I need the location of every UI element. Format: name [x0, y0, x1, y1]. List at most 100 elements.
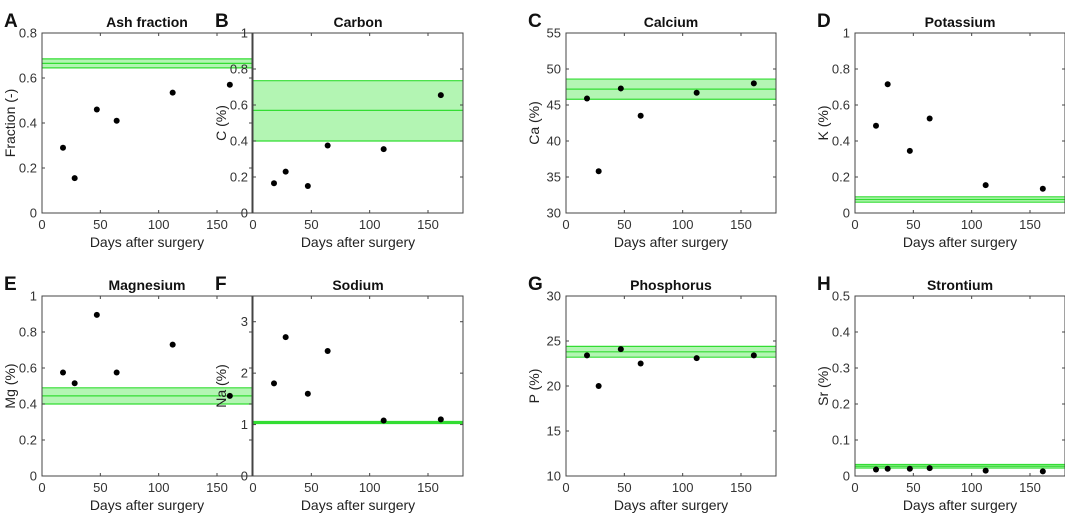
y-tick-label: 0: [30, 206, 37, 221]
y-tick-label: 15: [547, 424, 561, 439]
y-tick-label: 0.4: [832, 134, 850, 149]
x-tick-label: 150: [730, 217, 752, 232]
y-tick-label: 0.4: [19, 116, 37, 131]
x-tick-label: 150: [206, 217, 228, 232]
y-tick-label: 0: [241, 206, 248, 221]
y-tick-label: 0.1: [832, 433, 850, 448]
data-point: [617, 346, 624, 353]
x-tick-label: 150: [417, 217, 439, 232]
data-point: [169, 89, 176, 96]
x-tick-label: 50: [906, 480, 920, 495]
data-point: [637, 112, 644, 119]
y-tick-label: 0.2: [19, 161, 37, 176]
x-tick-label: 150: [417, 480, 439, 495]
chart-title: Potassium: [925, 14, 996, 30]
data-point: [873, 122, 879, 129]
data-point: [304, 390, 311, 397]
y-tick-label: 0.5: [832, 289, 850, 304]
y-axis-label: Na (%): [213, 364, 229, 408]
data-point: [884, 81, 891, 88]
y-tick-label: 0.6: [230, 98, 248, 113]
axes-box: [252, 295, 464, 477]
chart-title: Phosphorus: [630, 277, 712, 293]
y-tick-label: 0.3: [832, 361, 850, 376]
plot-area: [42, 296, 252, 476]
y-tick-label: 0.8: [19, 325, 37, 340]
data-point: [1039, 185, 1046, 192]
reference-band-group: [253, 420, 463, 425]
panel-b: 0 50 100 150 0 0.2 0.4 0.6 0.8 1 Carbon B Days after…: [213, 11, 464, 250]
axes-box: [854, 295, 1065, 477]
y-tick-label: 0: [843, 206, 850, 221]
y-tick-label: 0: [30, 469, 37, 484]
panel-c: 0 50 100 150 30 35 40 45 50 55 Calcium C Days after …: [526, 11, 777, 250]
x-tick-label: 0: [851, 217, 858, 232]
axes-box: [252, 32, 464, 214]
data-point: [637, 360, 644, 367]
x-axis-label: Days after surgery: [90, 234, 204, 250]
y-tick-label: 25: [547, 334, 561, 349]
data-point: [169, 341, 176, 348]
y-tick-label: 20: [547, 379, 561, 394]
x-tick-label: 100: [672, 480, 694, 495]
plot-area: [566, 33, 776, 213]
x-tick-label: 100: [148, 217, 170, 232]
chart-title: Calcium: [644, 14, 698, 30]
y-tick-label: 0: [843, 469, 850, 484]
x-tick-label: 50: [617, 217, 631, 232]
reference-band-group: [42, 387, 252, 405]
y-tick-label: 0.2: [832, 397, 850, 412]
panel-letter: C: [528, 11, 542, 32]
x-axis-label: Days after surgery: [903, 497, 1017, 513]
x-tick-label: 0: [38, 480, 45, 495]
y-tick-label: 40: [547, 134, 561, 149]
data-point: [324, 142, 331, 149]
y-tick-label: 3: [241, 314, 248, 329]
x-tick-label: 100: [672, 217, 694, 232]
data-point: [93, 311, 100, 318]
x-tick-label: 50: [304, 217, 318, 232]
data-point: [982, 467, 989, 474]
y-tick-label: 0.2: [230, 170, 248, 185]
x-tick-label: 150: [206, 480, 228, 495]
y-axis-label: P (%): [526, 369, 542, 404]
data-point: [750, 80, 757, 87]
data-point: [693, 89, 700, 96]
data-point: [324, 348, 331, 355]
data-point: [584, 352, 590, 359]
x-axis-label: Days after surgery: [903, 234, 1017, 250]
reference-band-group: [42, 58, 252, 69]
x-tick-label: 100: [359, 480, 381, 495]
x-tick-label: 100: [961, 217, 983, 232]
panel-letter: F: [215, 274, 227, 295]
data-point: [304, 183, 311, 189]
x-axis-label: Days after surgery: [614, 497, 728, 513]
x-tick-label: 0: [249, 217, 256, 232]
data-point: [693, 355, 700, 362]
data-point: [282, 334, 289, 341]
y-axis-label: Sr (%): [815, 366, 831, 406]
x-tick-label: 50: [906, 217, 920, 232]
data-point: [60, 369, 66, 376]
data-point: [906, 147, 913, 154]
y-tick-label: 10: [547, 469, 561, 484]
data-point: [282, 168, 289, 175]
data-point: [884, 465, 891, 472]
y-tick-label: 0.8: [19, 26, 37, 41]
data-point: [271, 380, 277, 387]
y-tick-label: 0.4: [832, 325, 850, 340]
y-tick-label: 50: [547, 62, 561, 77]
data-point: [93, 106, 100, 113]
y-tick-label: 0.6: [19, 361, 37, 376]
x-tick-label: 0: [38, 217, 45, 232]
data-point: [617, 85, 624, 92]
data-point: [926, 115, 933, 122]
y-tick-label: 30: [547, 206, 561, 221]
panel-letter: A: [4, 11, 18, 32]
x-tick-label: 0: [851, 480, 858, 495]
chart-title: Sodium: [332, 277, 383, 293]
panel-letter: G: [528, 274, 543, 295]
x-tick-label: 50: [93, 217, 107, 232]
